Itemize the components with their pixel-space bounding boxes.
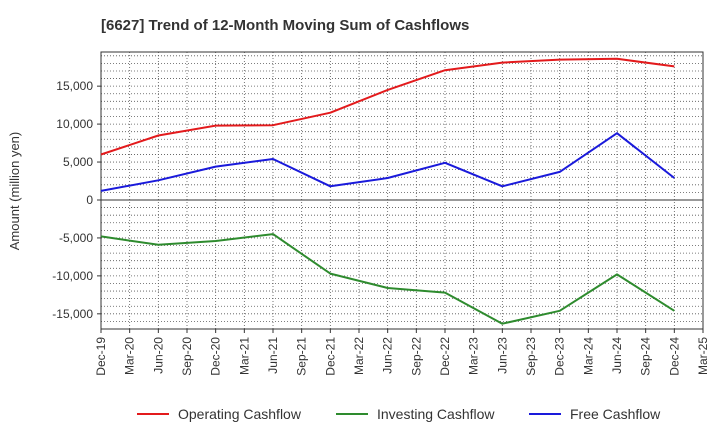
x-tick-label: Sep-22 — [409, 337, 423, 376]
series-line — [100, 132, 675, 192]
legend: Operating Cashflow Investing Cashflow Free… — [137, 406, 661, 422]
legend-label: Investing Cashflow — [377, 406, 495, 422]
x-tick-label: Mar-23 — [467, 337, 481, 375]
x-tick-labels: Dec-19 Mar-20 Jun-20 Sep-20 Dec-20 Mar-21 Jun-… — [94, 329, 710, 376]
x-tick-label: Jun-23 — [495, 337, 509, 374]
series-lines — [100, 57, 675, 325]
x-tick-label: Mar-25 — [696, 337, 710, 375]
x-tick-label: Sep-23 — [524, 337, 538, 376]
legend-label: Free Cashflow — [570, 406, 661, 422]
y-tick-label: 15,000 — [56, 79, 93, 93]
y-axis-label: Amount (million yen) — [7, 132, 22, 251]
y-tick-label: -5,000 — [59, 231, 93, 245]
y-tick-labels: 15,000 10,000 5,000 0 -5,000 -10,000 -15,000 — [52, 79, 101, 321]
x-tick-label: Jun-24 — [610, 337, 624, 374]
x-tick-label: Dec-23 — [553, 337, 567, 376]
y-tick-label: 5,000 — [63, 155, 93, 169]
x-tick-label: Sep-24 — [639, 337, 653, 376]
x-tick-label: Jun-20 — [151, 337, 165, 374]
y-tick-label: -10,000 — [52, 269, 93, 283]
x-tick-label: Sep-20 — [180, 337, 194, 376]
y-tick-label: 0 — [86, 193, 93, 207]
x-tick-label: Dec-21 — [323, 337, 337, 376]
x-tick-label: Dec-20 — [209, 337, 223, 376]
x-tick-label: Sep-21 — [295, 337, 309, 376]
chart-title: [6627] Trend of 12-Month Moving Sum of C… — [101, 17, 469, 34]
y-tick-label: -15,000 — [52, 307, 93, 321]
x-tick-label: Jun-22 — [381, 337, 395, 374]
x-tick-label: Jun-21 — [266, 337, 280, 374]
x-tick-label: Dec-24 — [667, 337, 681, 376]
series-line — [100, 233, 675, 325]
y-tick-label: 10,000 — [56, 117, 93, 131]
x-tick-label: Mar-20 — [123, 337, 137, 375]
series-line — [100, 57, 675, 156]
x-tick-label: Mar-21 — [237, 337, 251, 375]
grid-lines — [100, 52, 704, 329]
x-tick-label: Mar-22 — [352, 337, 366, 375]
x-tick-label: Dec-22 — [438, 337, 452, 376]
legend-label: Operating Cashflow — [178, 406, 302, 422]
x-tick-label: Mar-24 — [581, 337, 595, 375]
x-tick-label: Dec-19 — [94, 337, 108, 376]
